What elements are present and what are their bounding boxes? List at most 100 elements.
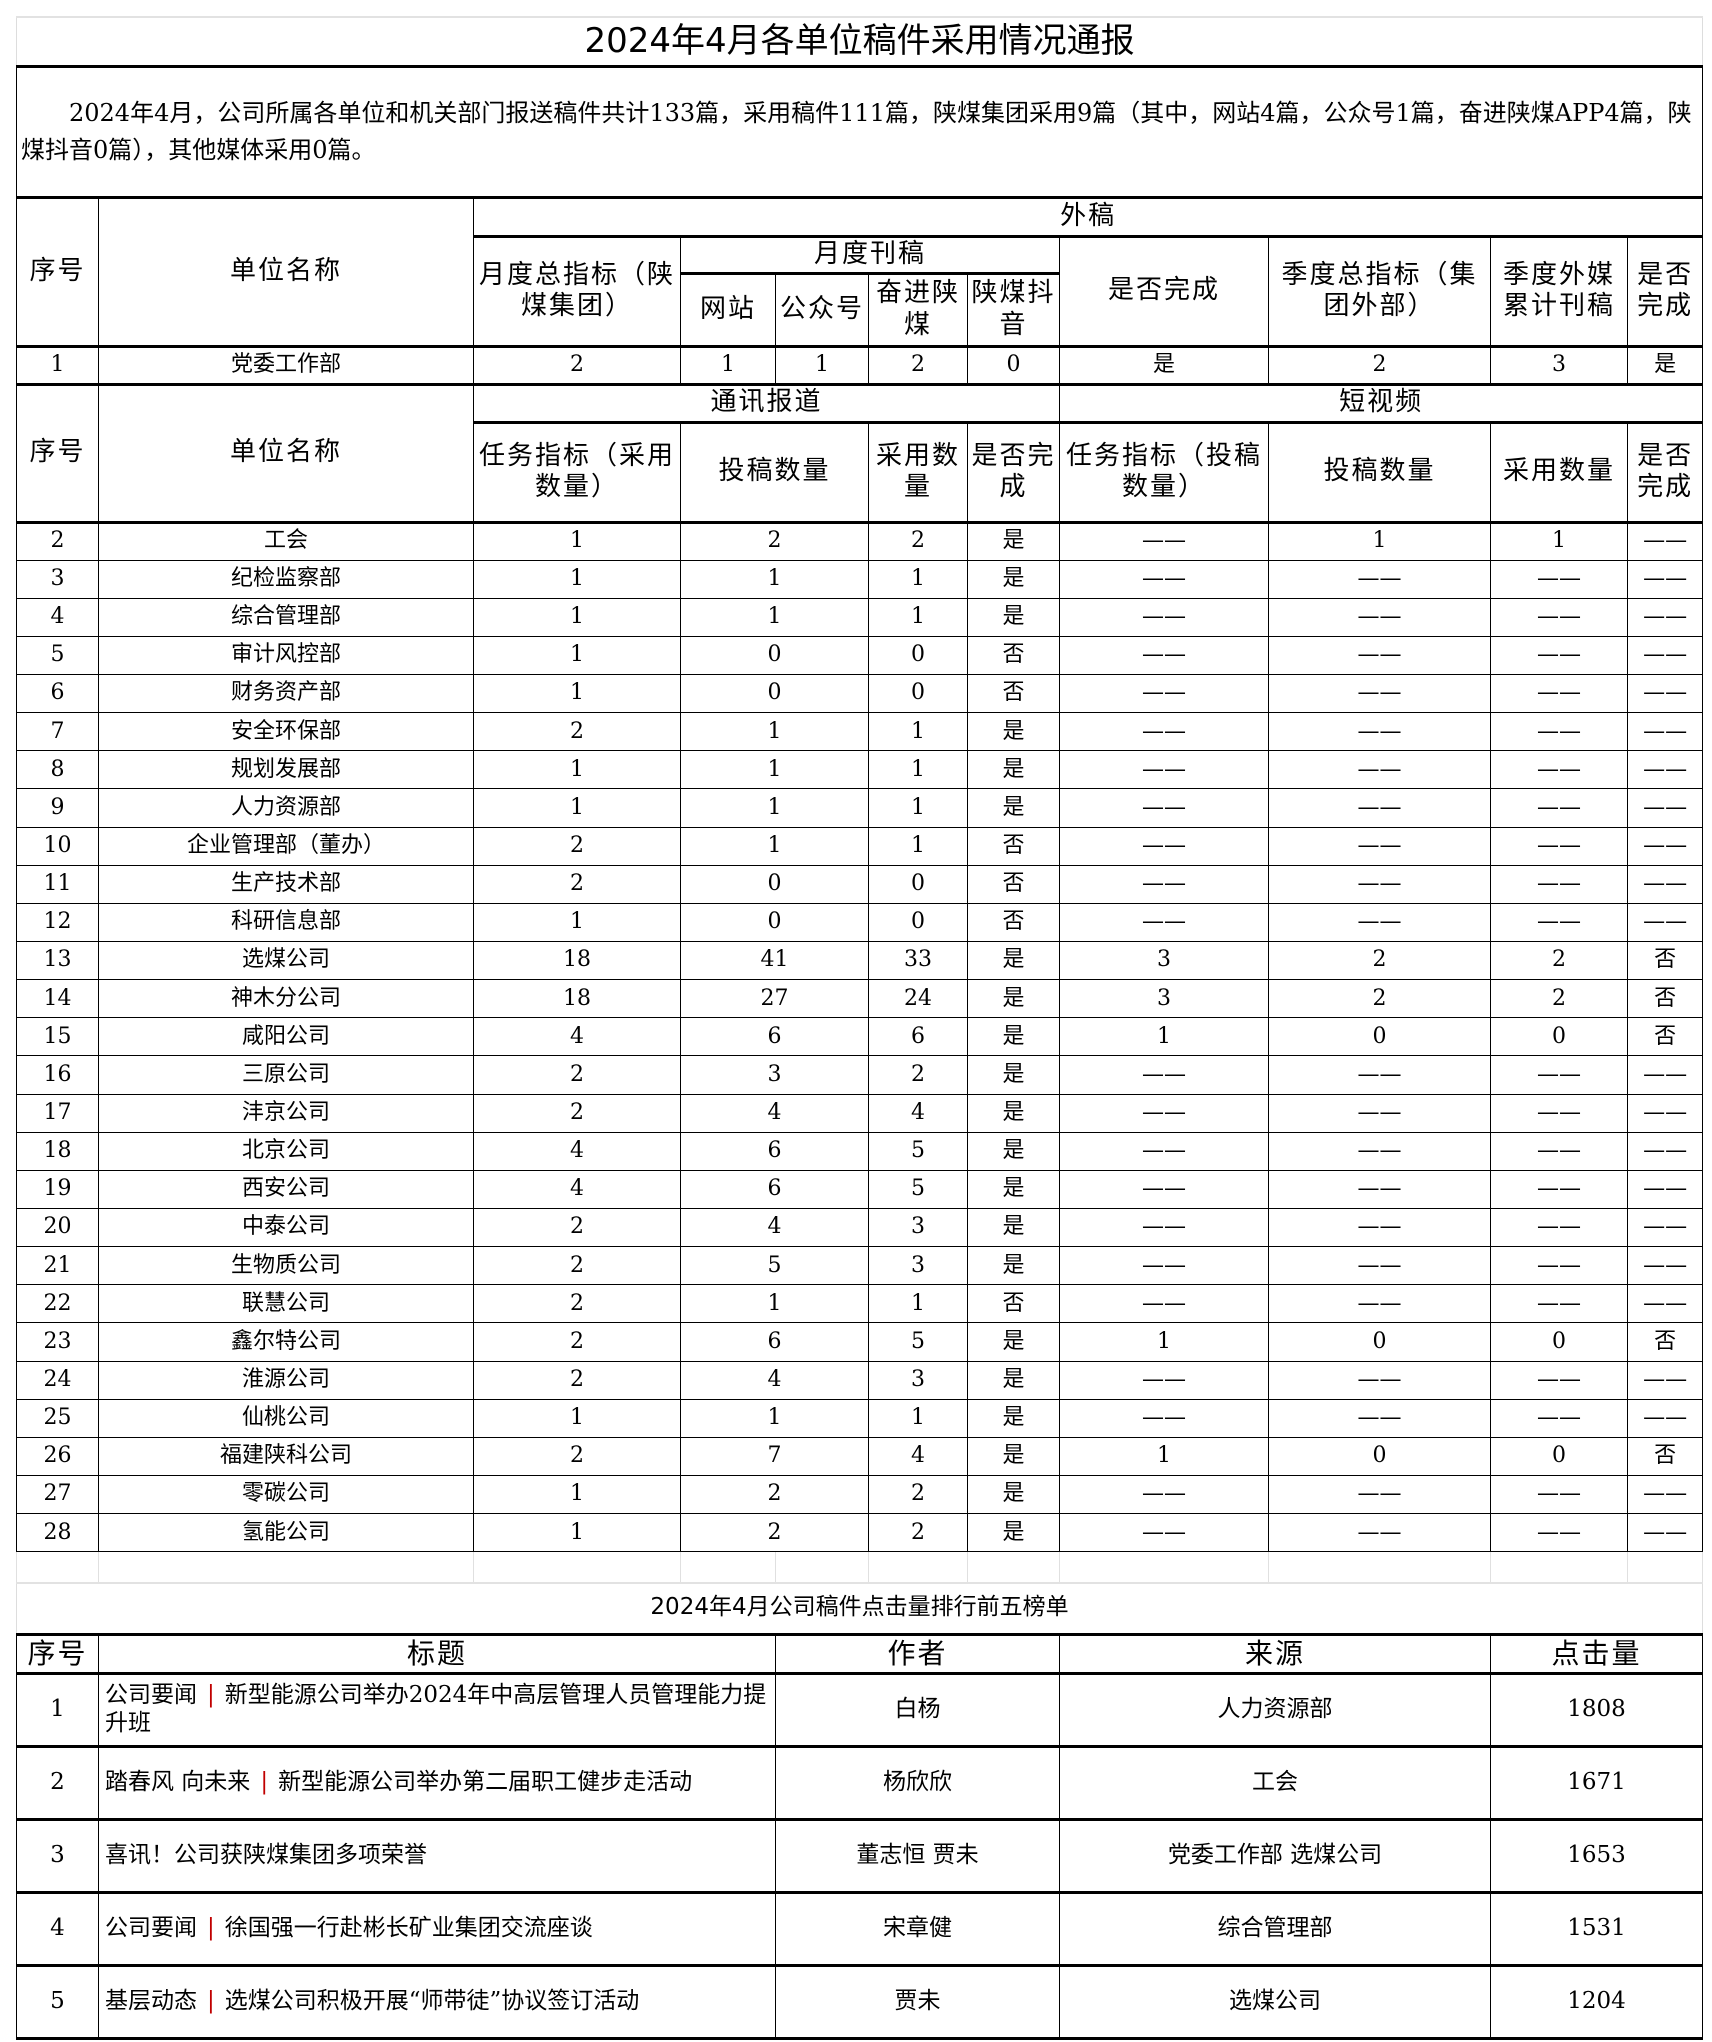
cell-done: 是	[967, 750, 1060, 790]
cell-done2: 否	[1626, 1322, 1704, 1362]
cell-adopt2: ——	[1490, 1360, 1628, 1400]
cell-unit: 咸阳公司	[98, 1017, 474, 1057]
table-row: 4 综合管理部 1 1 1 是 —— —— —— ——	[16, 597, 1704, 637]
cell-done: 是	[967, 1436, 1060, 1477]
cell-task-adopt: 1	[473, 902, 681, 943]
table-row: 27 零碳公司 1 2 2 是 —— —— —— ——	[16, 1475, 1704, 1515]
table-row: 6 财务资产部 1 0 0 否 —— —— —— ——	[16, 674, 1704, 714]
cell-seq: 5	[16, 635, 99, 676]
cell-task-submit: ——	[1059, 674, 1269, 714]
cell-submit: 0	[680, 902, 869, 943]
cell-task-submit: ——	[1059, 902, 1269, 943]
cell-submit: 0	[680, 635, 869, 676]
cell-submit2: ——	[1268, 1055, 1491, 1095]
table-row: 25 仙桃公司 1 1 1 是 —— —— —— ——	[16, 1398, 1704, 1438]
cell-adopt2: 2	[1490, 941, 1628, 981]
headline-link[interactable]: 新型能源公司举办2024年中高层管理人员管理能力提升班	[105, 1681, 767, 1736]
rank-author: 宋章健	[775, 1891, 1060, 1967]
cell-adopt2: ——	[1490, 1169, 1628, 1210]
rank-seq: 4	[16, 1891, 99, 1967]
cell-submit2: 0	[1268, 1322, 1491, 1362]
cell-adopt2: ——	[1490, 1093, 1628, 1133]
rank-title: 喜讯！公司获陕煤集团多项荣誉	[98, 1818, 776, 1894]
cell-seq: 10	[16, 826, 99, 866]
headline-link[interactable]: 徐国强一行赴彬长矿业集团交流座谈	[224, 1914, 593, 1941]
cell-task-submit: ——	[1059, 1284, 1269, 1324]
table-row: 8 规划发展部 1 1 1 是 —— —— —— ——	[16, 750, 1704, 790]
cell-task-adopt: 2	[473, 1246, 681, 1286]
cell-task-adopt: 2	[473, 1093, 681, 1133]
table-row: 13 选煤公司 18 41 33 是 3 2 2 否	[16, 941, 1704, 981]
cell-seq: 2	[16, 521, 99, 561]
headline-link[interactable]: 选煤公司积极开展“师带徒”协议签订活动	[224, 1987, 640, 2014]
cell-done: 是	[967, 1093, 1060, 1133]
column-name: 公司要闻	[105, 1681, 197, 1708]
cell-submit2: 2	[1268, 941, 1491, 981]
cell-task-submit: ——	[1059, 1360, 1269, 1400]
table-row: 11 生产技术部 2 0 0 否 —— —— —— ——	[16, 864, 1704, 904]
table-row: 10 企业管理部（董办） 2 1 1 否 —— —— —— ——	[16, 826, 1704, 866]
cell-task-submit: ——	[1059, 712, 1269, 752]
cell-adopt: 0	[868, 635, 968, 676]
table-row: 22 联慧公司 2 1 1 否 —— —— —— ——	[16, 1284, 1704, 1324]
cell-submit2: ——	[1268, 1169, 1491, 1210]
cell-adopt2: ——	[1490, 597, 1628, 637]
cell-submit2: ——	[1268, 712, 1491, 752]
rank-clicks: 1204	[1489, 1964, 1704, 2040]
cell-adopt: 3	[868, 1208, 968, 1248]
rank-clicks: 1653	[1489, 1818, 1704, 1894]
cell-done2: ——	[1626, 902, 1704, 943]
cell-submit: 6	[680, 1131, 869, 1171]
cell-seq: 24	[16, 1360, 99, 1400]
cell-done2: ——	[1626, 1169, 1704, 1210]
headline-link[interactable]: 喜讯！公司获陕煤集团多项荣誉	[105, 1841, 427, 1868]
cell-done2: ——	[1626, 635, 1704, 676]
cell-task-submit: ——	[1059, 635, 1269, 676]
table-row: 18 北京公司 4 6 5 是 —— —— —— ——	[16, 1131, 1704, 1171]
cell-seq: 1	[16, 345, 99, 386]
cell-app: 2	[868, 345, 968, 386]
cell-done: 是	[967, 1208, 1060, 1248]
cell-submit: 2	[680, 1475, 869, 1515]
cell-adopt2: ——	[1490, 1131, 1628, 1171]
cell-unit: 北京公司	[98, 1131, 474, 1171]
cell-submit: 4	[680, 1208, 869, 1248]
cell-seq: 17	[16, 1093, 99, 1133]
report-table: 2024年4月各单位稿件采用情况通报 2024年4月，公司所属各单位和机关部门报…	[15, 16, 1704, 1584]
header-adopt2: 采用数量	[1490, 421, 1628, 524]
cell-adopt2: 0	[1490, 1017, 1628, 1057]
cell-submit2: ——	[1268, 1208, 1491, 1248]
cell-adopt: 3	[868, 1360, 968, 1400]
cell-unit: 综合管理部	[98, 597, 474, 637]
cell-seq: 20	[16, 1208, 99, 1248]
cell-adopt: 1	[868, 712, 968, 752]
rank-source: 人力资源部	[1059, 1672, 1491, 1748]
cell-done2: 否	[1626, 979, 1704, 1019]
headline-link[interactable]: 新型能源公司举办第二届职工健步走活动	[278, 1768, 693, 1795]
cell-submit: 1	[680, 826, 869, 866]
cell-unit: 生产技术部	[98, 864, 474, 904]
cell-task-submit: ——	[1059, 1475, 1269, 1515]
cell-adopt2: ——	[1490, 1513, 1628, 1553]
cell-adopt2: 0	[1490, 1436, 1628, 1477]
cell-adopt: 4	[868, 1436, 968, 1477]
cell-task-adopt: 4	[473, 1131, 681, 1171]
cell-done2: 否	[1626, 1017, 1704, 1057]
cell-submit2: ——	[1268, 902, 1491, 943]
cell-done: 是	[967, 712, 1060, 752]
cell-task-submit: ——	[1059, 864, 1269, 904]
rank-seq: 1	[16, 1672, 99, 1748]
cell-unit: 审计风控部	[98, 635, 474, 676]
column-name: 公司要闻	[105, 1914, 197, 1941]
cell-adopt: 2	[868, 1513, 968, 1553]
header-submit2: 投稿数量	[1268, 421, 1491, 524]
cell-done: 是	[967, 1398, 1060, 1438]
cell-done2: ——	[1626, 750, 1704, 790]
cell-done: 否	[967, 902, 1060, 943]
cell-done: 否	[967, 635, 1060, 676]
cell-submit: 2	[680, 1513, 869, 1553]
cell-adopt: 3	[868, 1246, 968, 1286]
cell-done2: ——	[1626, 1093, 1704, 1133]
cell-adopt: 1	[868, 750, 968, 790]
cell-submit: 1	[680, 712, 869, 752]
